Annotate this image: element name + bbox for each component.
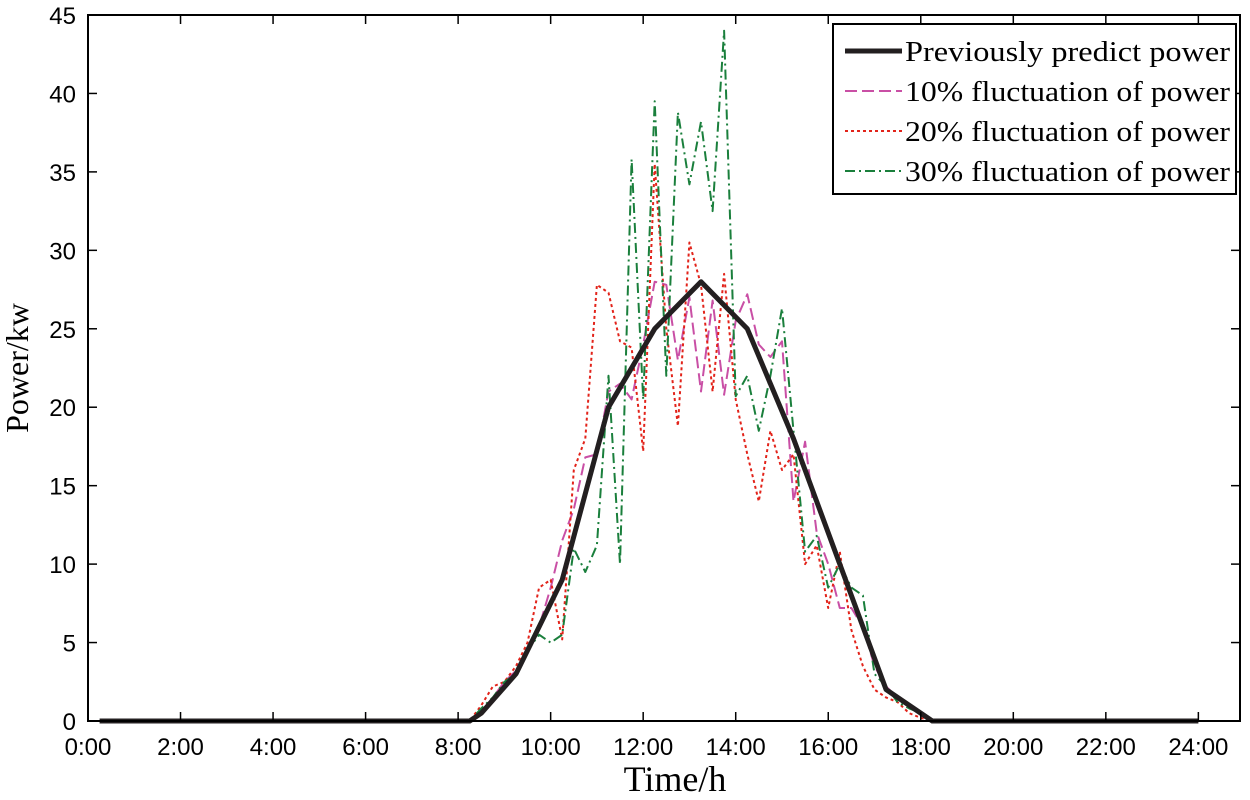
y-tick-label: 5 <box>63 631 76 658</box>
x-tick-label: 16:00 <box>798 734 858 761</box>
y-tick-label: 45 <box>49 3 76 30</box>
y-tick-label: 40 <box>49 81 76 108</box>
x-tick-label: 0:00 <box>65 734 112 761</box>
legend: Previously predict power 10% fluctuation … <box>832 23 1237 195</box>
series-line-1 <box>99 279 1199 724</box>
legend-label-3: 20% fluctuation of power <box>905 117 1231 148</box>
plot-frame <box>87 14 1241 722</box>
x-tick-label: 20:00 <box>983 734 1043 761</box>
y-tick-label: 0 <box>63 709 76 736</box>
x-tick-label: 18:00 <box>891 734 951 761</box>
x-axis-label: Time/h <box>624 759 727 799</box>
y-tick-label: 20 <box>49 395 76 422</box>
x-tick-label: 8:00 <box>435 734 482 761</box>
series-line-4 <box>99 29 1199 722</box>
legend-label-2: 10% fluctuation of power <box>905 77 1231 108</box>
x-tick-label: 4:00 <box>250 734 297 761</box>
legend-label-1: Previously predict power <box>905 37 1231 68</box>
y-tick-label: 35 <box>49 160 76 187</box>
y-tick-label: 30 <box>49 238 76 265</box>
x-tick-label: 2:00 <box>157 734 204 761</box>
y-axis-ticks: 0 5 10 15 20 25 30 35 40 45 <box>49 3 1240 736</box>
x-tick-label: 22:00 <box>1076 734 1136 761</box>
series-lines <box>99 29 1199 724</box>
x-tick-label: 6:00 <box>342 734 389 761</box>
legend-label-4: 30% fluctuation of power <box>905 157 1231 188</box>
x-tick-label: 12:00 <box>613 734 673 761</box>
y-tick-label: 25 <box>49 317 76 344</box>
x-tick-label: 10:00 <box>521 734 581 761</box>
y-axis-label: Power/kw <box>0 303 35 433</box>
y-tick-label: 10 <box>49 552 76 579</box>
y-tick-label: 15 <box>49 474 76 501</box>
x-tick-label: 24:00 <box>1168 734 1228 761</box>
series-line-3 <box>99 163 1199 722</box>
x-tick-label: 14:00 <box>706 734 766 761</box>
x-axis-ticks: 0:00 2:00 4:00 6:00 8:00 10:00 12:00 14:00 16:00… <box>65 15 1228 761</box>
